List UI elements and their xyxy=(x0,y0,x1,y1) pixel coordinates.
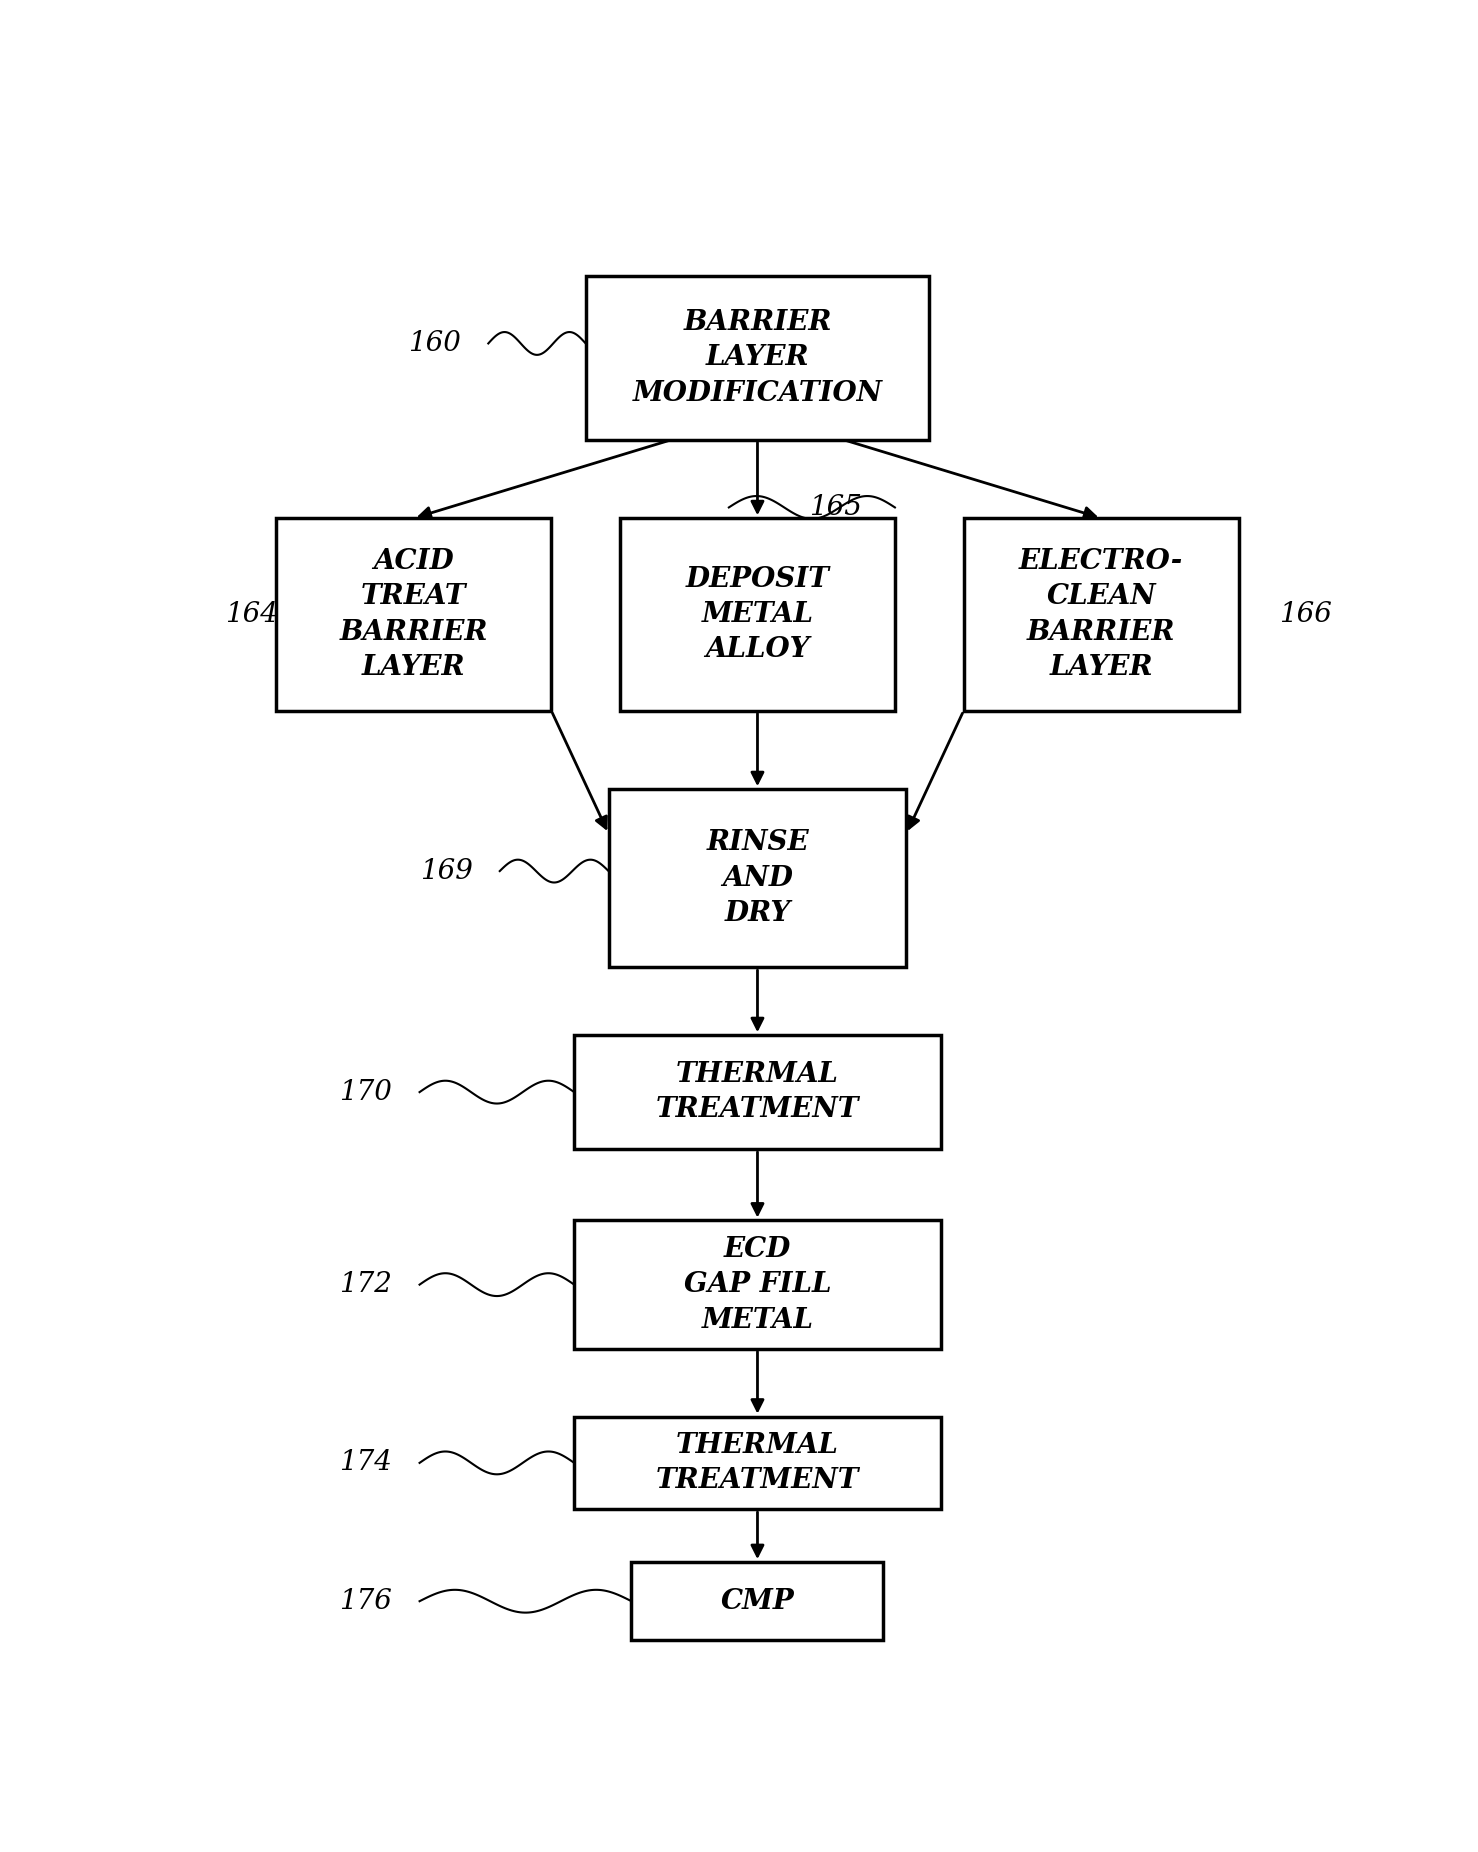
Text: 165: 165 xyxy=(808,494,862,520)
Text: ELECTRO-
CLEAN
BARRIER
LAYER: ELECTRO- CLEAN BARRIER LAYER xyxy=(1018,548,1184,682)
Text: 172: 172 xyxy=(340,1270,392,1298)
Text: CMP: CMP xyxy=(721,1587,794,1615)
Bar xyxy=(573,1220,941,1348)
Bar xyxy=(609,789,906,967)
Text: THERMAL
TREATMENT: THERMAL TREATMENT xyxy=(656,1432,859,1495)
Text: 176: 176 xyxy=(340,1587,392,1615)
Bar xyxy=(964,519,1239,711)
Text: 174: 174 xyxy=(340,1450,392,1476)
Text: 169: 169 xyxy=(420,857,473,885)
Bar xyxy=(573,1035,941,1148)
Text: DEPOSIT
METAL
ALLOY: DEPOSIT METAL ALLOY xyxy=(686,565,829,663)
Text: THERMAL
TREATMENT: THERMAL TREATMENT xyxy=(656,1061,859,1124)
Text: ECD
GAP FILL
METAL: ECD GAP FILL METAL xyxy=(684,1235,831,1333)
Bar xyxy=(621,519,894,711)
Bar xyxy=(585,276,930,439)
Text: ACID
TREAT
BARRIER
LAYER: ACID TREAT BARRIER LAYER xyxy=(340,548,488,682)
Bar xyxy=(631,1561,884,1641)
Text: 160: 160 xyxy=(408,330,461,357)
Text: 166: 166 xyxy=(1278,600,1332,628)
Text: RINSE
AND
DRY: RINSE AND DRY xyxy=(706,830,808,928)
Text: BARRIER
LAYER
MODIFICATION: BARRIER LAYER MODIFICATION xyxy=(633,309,882,407)
Text: 164: 164 xyxy=(225,600,278,628)
Bar xyxy=(276,519,551,711)
Text: 170: 170 xyxy=(340,1078,392,1106)
Bar xyxy=(573,1417,941,1509)
